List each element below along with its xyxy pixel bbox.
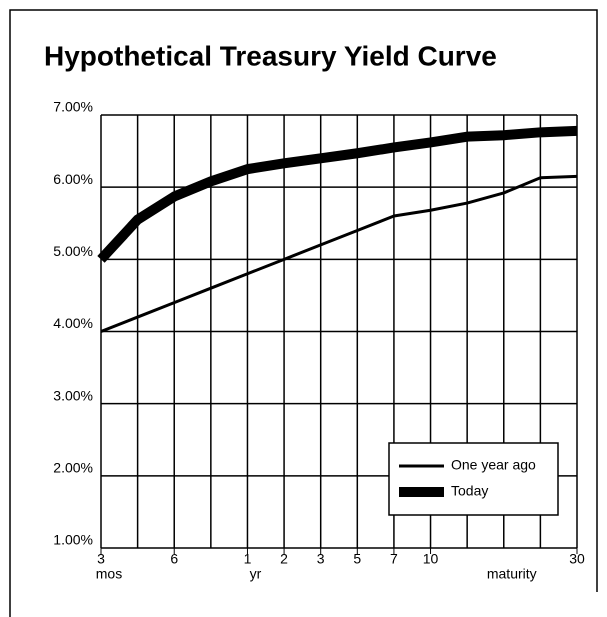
y-tick-label: 5.00% [53, 243, 93, 259]
frame [9, 9, 598, 617]
y-tick-label: 6.00% [53, 171, 93, 187]
legend-label: Today [451, 483, 488, 499]
y-tick-label: 7.00% [53, 99, 93, 115]
x-tick-label: 3 [97, 551, 105, 567]
x-tick-label: 5 [353, 551, 361, 567]
x-sublabel: yr [250, 566, 262, 582]
x-tick-label: 3 [317, 551, 325, 567]
y-tick-label: 2.00% [53, 460, 93, 476]
legend-box [388, 442, 559, 516]
series-line [100, 174, 578, 333]
x-tick-label: 6 [170, 551, 178, 567]
y-tick-label: 4.00% [53, 315, 93, 331]
series-line [97, 125, 578, 263]
x-sublabel: maturity [487, 566, 537, 582]
x-tick-label: 30 [569, 551, 585, 567]
x-tick-label: 2 [280, 551, 288, 567]
x-tick-label: 10 [423, 551, 439, 567]
x-tick-label: 1 [244, 551, 252, 567]
x-sublabel: mos [96, 566, 122, 582]
x-tick-label: 7 [390, 551, 398, 567]
y-tick-label: 1.00% [53, 532, 93, 548]
chart-title: Hypothetical Treasury Yield Curve [44, 40, 497, 71]
legend-label: One year ago [451, 457, 536, 473]
y-tick-label: 3.00% [53, 387, 93, 403]
